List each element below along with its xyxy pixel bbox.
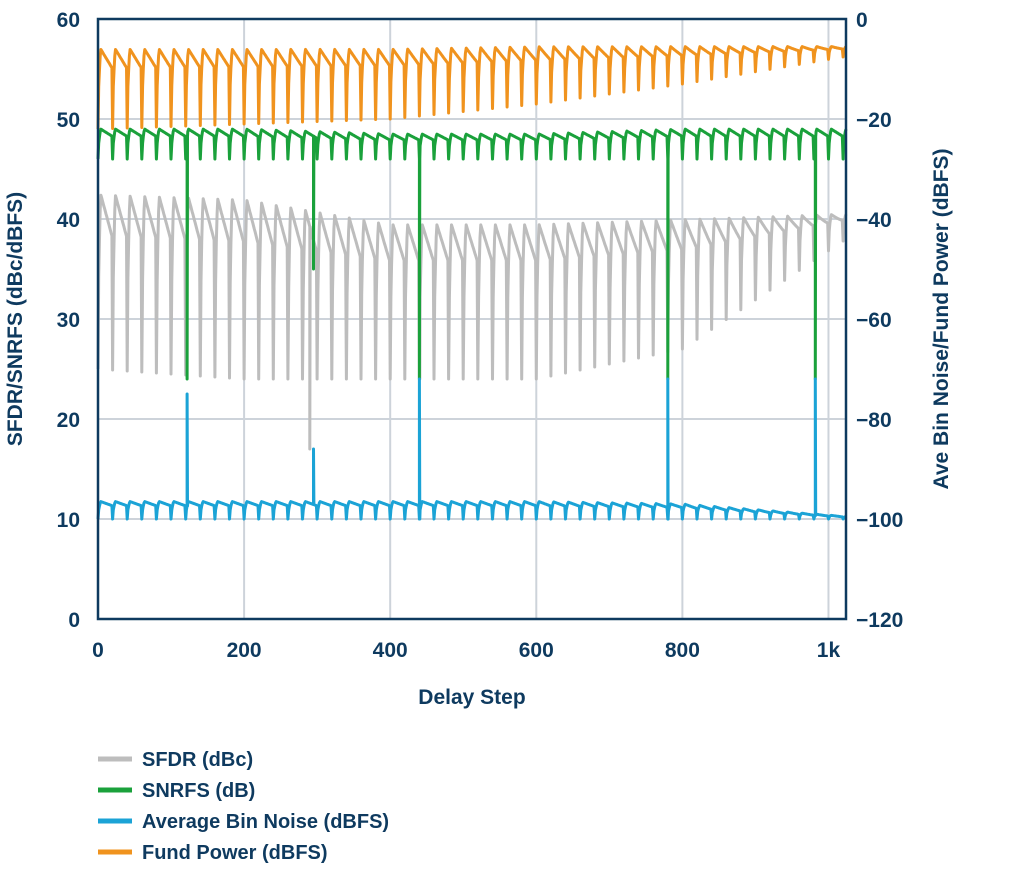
y-right-tick-label: −80 xyxy=(856,409,892,432)
legend-item-sfdr: SFDR (dBc) xyxy=(98,749,253,771)
legend-item-fund-power: Fund Power (dBFS) xyxy=(98,842,328,864)
x-tick-label: 800 xyxy=(665,639,700,662)
legend-item-snrfs: SNRFS (dB) xyxy=(98,780,255,802)
x-tick-label: 200 xyxy=(227,639,262,662)
y-left-tick-label: 20 xyxy=(57,409,80,432)
legend-label-sfdr: SFDR (dBc) xyxy=(142,749,253,771)
y-right-tick-label: −40 xyxy=(856,209,892,232)
y-left-tick-label: 40 xyxy=(57,209,80,232)
y-left-tick-label: 50 xyxy=(57,109,80,132)
grid xyxy=(97,18,846,620)
x-axis-label: Delay Step xyxy=(418,686,525,709)
legend-item-bin-noise: Average Bin Noise (dBFS) xyxy=(98,811,389,833)
y-right-tick-label: −20 xyxy=(856,109,892,132)
series-line-4 xyxy=(96,45,848,130)
series-line-2 xyxy=(96,127,848,381)
y-right-tick-label: 0 xyxy=(856,9,868,32)
legend-label-fund-power: Fund Power (dBFS) xyxy=(142,842,328,864)
y-right-tick-label: −60 xyxy=(856,309,892,332)
tick-labels: 0 200 400 600 800 1k 0 10 20 30 40 50 60 −120 −100 −80 −… xyxy=(57,9,904,662)
y-left-tick-label: 0 xyxy=(68,609,80,632)
series-line-1 xyxy=(96,193,848,451)
x-tick-label: 400 xyxy=(373,639,408,662)
y-left-tick-label: 30 xyxy=(57,309,80,332)
plot-frame xyxy=(96,17,848,621)
y-left-tick-label: 60 xyxy=(57,9,80,32)
y-axis-left-label: SFDR/SNRFS (dBc/dBFS) xyxy=(4,192,27,446)
legend-label-bin-noise: Average Bin Noise (dBFS) xyxy=(142,811,389,833)
legend-label-snrfs: SNRFS (dB) xyxy=(142,780,255,802)
x-tick-label: 1k xyxy=(817,639,841,662)
y-right-tick-label: −120 xyxy=(856,609,903,632)
y-left-tick-label: 10 xyxy=(57,509,80,532)
series-layer xyxy=(96,45,848,521)
x-tick-label: 0 xyxy=(92,639,104,662)
y-axis-right-label: Ave Bin Noise/Fund Power (dBFS) xyxy=(930,148,953,489)
y-right-tick-label: −100 xyxy=(856,509,903,532)
series-line-3 xyxy=(96,377,847,521)
x-tick-label: 600 xyxy=(519,639,554,662)
legend: SFDR (dBc) SNRFS (dB) Average Bin Noise … xyxy=(98,749,389,864)
